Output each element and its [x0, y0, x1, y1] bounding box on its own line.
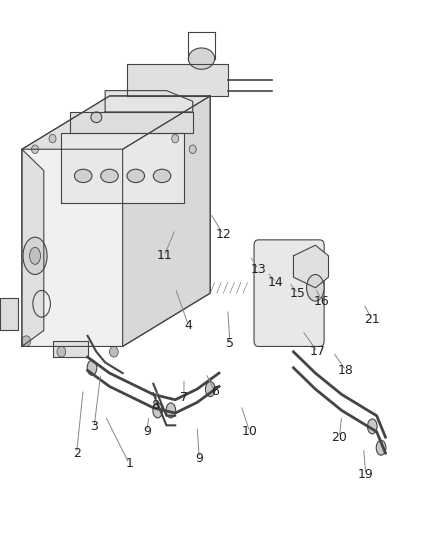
FancyBboxPatch shape	[254, 240, 324, 346]
Text: 16: 16	[314, 295, 330, 308]
Ellipse shape	[188, 48, 215, 69]
Text: 2: 2	[73, 447, 81, 459]
Text: 9: 9	[195, 452, 203, 465]
Text: 6: 6	[211, 385, 219, 398]
Text: 18: 18	[338, 364, 354, 377]
Ellipse shape	[23, 237, 47, 274]
Text: 14: 14	[268, 276, 284, 289]
Text: 9: 9	[143, 425, 151, 438]
Circle shape	[22, 336, 31, 346]
Polygon shape	[293, 245, 328, 288]
Ellipse shape	[87, 360, 97, 375]
Ellipse shape	[307, 274, 324, 301]
Text: 17: 17	[310, 345, 325, 358]
Text: 10: 10	[242, 425, 258, 438]
Ellipse shape	[74, 169, 92, 182]
Ellipse shape	[101, 169, 118, 182]
Polygon shape	[127, 64, 228, 96]
Text: 15: 15	[290, 287, 306, 300]
Text: 11: 11	[156, 249, 172, 262]
Ellipse shape	[258, 274, 302, 344]
Polygon shape	[70, 112, 193, 133]
Circle shape	[110, 346, 118, 357]
Circle shape	[32, 145, 39, 154]
Text: 19: 19	[358, 468, 374, 481]
Polygon shape	[105, 91, 193, 112]
Text: 1: 1	[125, 457, 133, 470]
Text: 7: 7	[180, 391, 188, 403]
Polygon shape	[123, 96, 210, 346]
Text: 13: 13	[251, 263, 266, 276]
Text: 5: 5	[226, 337, 234, 350]
Polygon shape	[22, 96, 210, 346]
Ellipse shape	[166, 403, 176, 418]
Ellipse shape	[153, 403, 162, 418]
Circle shape	[49, 134, 56, 143]
Ellipse shape	[269, 292, 291, 326]
Ellipse shape	[367, 419, 377, 434]
Polygon shape	[53, 341, 88, 357]
Text: 21: 21	[364, 313, 380, 326]
Ellipse shape	[205, 382, 215, 397]
Ellipse shape	[376, 440, 386, 455]
Ellipse shape	[91, 112, 102, 123]
Text: 8: 8	[152, 399, 159, 411]
Ellipse shape	[127, 169, 145, 182]
Polygon shape	[0, 298, 18, 330]
Polygon shape	[22, 149, 44, 346]
Circle shape	[189, 145, 196, 154]
Text: 20: 20	[332, 431, 347, 443]
Ellipse shape	[29, 247, 40, 264]
Text: 3: 3	[90, 420, 98, 433]
Circle shape	[172, 134, 179, 143]
Polygon shape	[22, 96, 210, 149]
Ellipse shape	[153, 169, 171, 182]
Text: 4: 4	[184, 319, 192, 332]
Text: 12: 12	[215, 228, 231, 241]
Circle shape	[57, 346, 66, 357]
Polygon shape	[61, 133, 184, 203]
